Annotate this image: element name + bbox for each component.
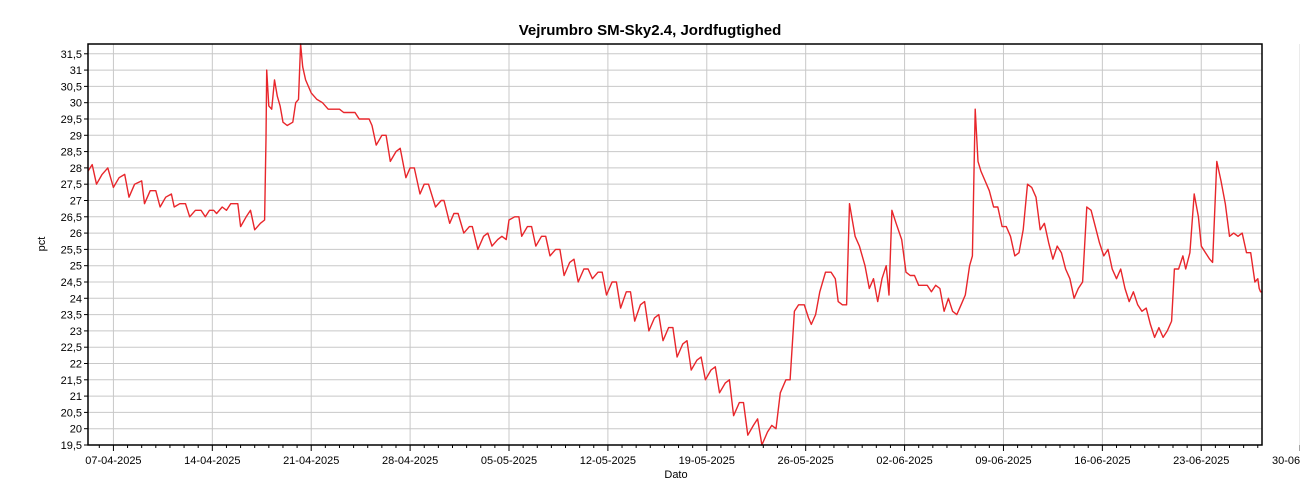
x-tick-label: 09-06-2025 [975,455,1031,467]
x-tick-label: 23-06-2025 [1173,455,1229,467]
y-tick-label: 28 [70,163,82,175]
x-axis-label: Dato [664,469,687,481]
y-tick-label: 22,5 [61,342,82,354]
x-tick-label: 30-06-2025 [1272,455,1300,467]
y-tick-label: 22 [70,358,82,370]
y-tick-label: 29 [70,130,82,142]
x-tick-label: 26-05-2025 [778,455,834,467]
x-tick-label: 16-06-2025 [1074,455,1130,467]
x-tick-label: 14-04-2025 [184,455,240,467]
y-tick-label: 27 [70,195,82,207]
y-tick-label: 19,5 [61,440,82,452]
y-tick-label: 20,5 [61,407,82,419]
y-tick-label: 25,5 [61,244,82,256]
x-tick-label: 05-05-2025 [481,455,537,467]
plot-area [87,43,1263,446]
y-tick-label: 31,5 [61,49,82,61]
y-tick-label: 24,5 [61,277,82,289]
y-tick-label: 26,5 [61,212,82,224]
y-tick-label: 20 [70,424,82,436]
chart-title: Vejrumbro SM-Sky2.4, Jordfugtighed [519,22,782,39]
y-tick-label: 31 [70,65,82,77]
x-tick-label: 21-04-2025 [283,455,339,467]
y-axis-label: pct [36,237,48,252]
y-tick-label: 21 [70,391,82,403]
x-tick-label: 07-04-2025 [85,455,141,467]
y-tick-label: 30 [70,98,82,110]
x-tick-label: 28-04-2025 [382,455,438,467]
y-tick-label: 27,5 [61,179,82,191]
x-tick-label: 12-05-2025 [580,455,636,467]
x-tick-label: 02-06-2025 [876,455,932,467]
y-tick-label: 23 [70,326,82,338]
x-tick-label: 19-05-2025 [679,455,735,467]
y-tick-label: 25 [70,261,82,273]
y-tick-label: 28,5 [61,147,82,159]
y-tick-label: 21,5 [61,375,82,387]
series-line [87,43,1262,446]
y-tick-label: 26 [70,228,82,240]
y-tick-label: 29,5 [61,114,82,126]
y-tick-label: 24 [70,293,82,305]
y-tick-label: 23,5 [61,310,82,322]
y-tick-label: 30,5 [61,81,82,93]
